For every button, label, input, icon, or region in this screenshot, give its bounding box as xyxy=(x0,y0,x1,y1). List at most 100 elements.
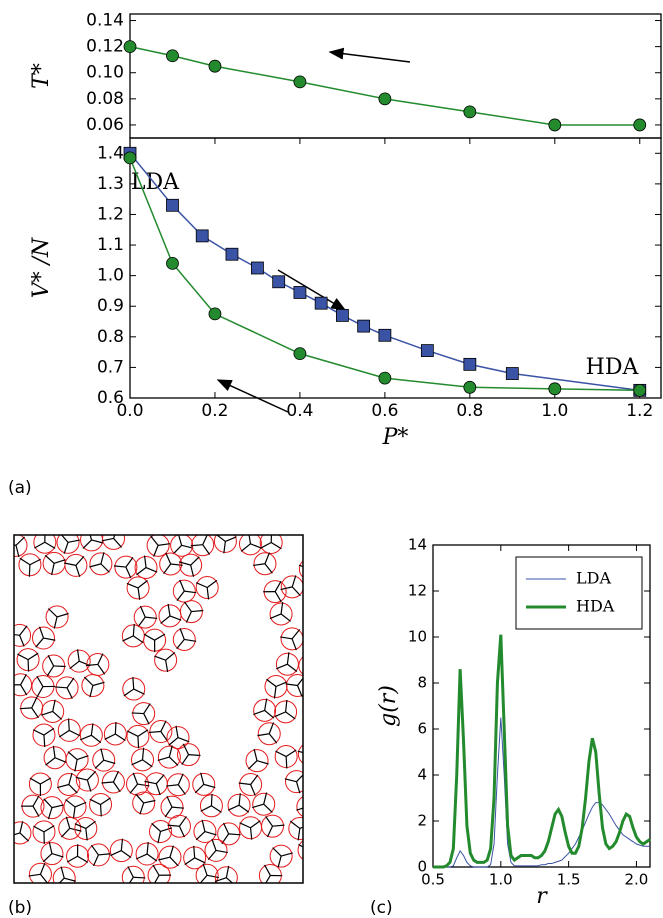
molecule-arm xyxy=(43,825,55,833)
molecule-arm xyxy=(272,824,285,827)
molecule-arm xyxy=(14,633,20,636)
molecule-arm xyxy=(51,804,64,809)
molecule-arm xyxy=(167,603,171,616)
molecule-arm xyxy=(263,803,273,813)
molecule-arm xyxy=(175,725,179,738)
molecule-arm xyxy=(63,542,69,554)
molecule-arm xyxy=(35,637,44,648)
marker xyxy=(272,275,286,289)
molecule-arm xyxy=(31,696,38,709)
molecule-shell xyxy=(14,673,33,697)
molecule-arm xyxy=(53,616,58,629)
molecule-arm xyxy=(100,797,111,806)
molecule-arm xyxy=(284,778,297,783)
marker xyxy=(548,382,562,396)
x-tick-label: 1.0 xyxy=(541,401,568,421)
molecule-arm xyxy=(165,652,176,661)
molecule-arm xyxy=(67,751,78,761)
x-tick-label: 0.4 xyxy=(286,401,313,421)
plot-frame xyxy=(432,544,651,868)
molecule-shell xyxy=(261,814,285,838)
molecule-arm xyxy=(154,874,160,883)
x-tick-label: 0.8 xyxy=(456,401,483,421)
molecule-arm xyxy=(151,822,161,832)
marker xyxy=(463,380,477,394)
molecule-arm xyxy=(44,541,56,549)
molecule-shell xyxy=(269,844,293,868)
y-tick-label: 0.08 xyxy=(86,89,124,109)
molecule-arm xyxy=(43,734,46,748)
molecule-arm xyxy=(247,760,258,770)
molecule-arm xyxy=(264,864,271,876)
molecule-arm xyxy=(285,756,288,769)
marker xyxy=(314,296,328,310)
molecule-arm xyxy=(176,639,185,650)
molecule-arm xyxy=(146,853,158,862)
molecule-arm xyxy=(74,801,87,808)
molecule-arm xyxy=(143,633,155,641)
molecule-arm xyxy=(133,688,145,695)
marker xyxy=(251,261,264,275)
molecule-arm xyxy=(65,799,76,808)
molecule-shell xyxy=(63,795,87,819)
y-axis-label: T* xyxy=(29,63,54,89)
molecule-arm xyxy=(89,563,102,568)
molecule-arm xyxy=(143,713,150,725)
molecule-shell xyxy=(14,623,32,647)
molecule-shell xyxy=(28,862,52,883)
marker xyxy=(463,357,477,371)
molecule-arm xyxy=(263,792,268,805)
molecule-arm xyxy=(74,759,78,772)
molecule-arm xyxy=(19,821,24,834)
molecule-arm xyxy=(43,798,53,809)
molecule-arm xyxy=(31,707,39,719)
molecule-arm xyxy=(56,612,69,618)
molecule-arm xyxy=(193,845,196,858)
molecule-arm xyxy=(225,877,234,883)
molecule-shell xyxy=(296,796,303,818)
molecule-shell xyxy=(179,553,203,577)
molecule-arm xyxy=(17,653,29,661)
molecule-arm xyxy=(32,805,40,817)
molecule-arm xyxy=(211,805,222,813)
molecule-arm xyxy=(227,804,240,811)
molecule-arm xyxy=(298,564,303,568)
molecule-arm xyxy=(39,862,46,875)
x-tick-label: 1.2 xyxy=(626,401,653,421)
molecule-arm xyxy=(177,773,184,786)
molecule-arm xyxy=(266,825,274,838)
molecule-shell xyxy=(45,605,69,629)
molecule-shell xyxy=(195,576,219,600)
molecule-arm xyxy=(66,855,78,863)
molecule-arm xyxy=(85,820,96,829)
marker xyxy=(378,371,392,385)
molecule-arm xyxy=(264,709,275,719)
molecule-shell xyxy=(280,627,303,651)
molecule-shell xyxy=(159,552,183,576)
molecule-shell xyxy=(227,793,251,817)
y-tick-label: 0.14 xyxy=(86,11,124,31)
molecule-arm xyxy=(157,756,170,762)
molecule-arm xyxy=(47,655,55,667)
molecule-arm xyxy=(113,538,122,548)
molecule-shell xyxy=(192,772,216,796)
molecule-arm xyxy=(112,781,121,793)
molecule-arm xyxy=(32,795,40,807)
molecule-arm xyxy=(266,678,277,687)
molecule-arm xyxy=(164,806,173,818)
molecule-arm xyxy=(181,754,190,765)
marker xyxy=(208,307,222,321)
molecule-shell xyxy=(92,748,116,772)
molecule-arm xyxy=(185,611,192,623)
molecule-arm xyxy=(200,805,212,812)
annotation: HDA xyxy=(586,355,640,380)
molecule-arm xyxy=(297,750,303,754)
molecule-arm xyxy=(253,709,265,716)
x-tick-label: 0.5 xyxy=(421,871,445,889)
molecule-arm xyxy=(76,649,80,662)
molecule-arm xyxy=(238,782,251,786)
molecule-arm xyxy=(160,827,173,833)
molecule-arm xyxy=(287,663,298,672)
molecule-shell xyxy=(86,843,110,867)
